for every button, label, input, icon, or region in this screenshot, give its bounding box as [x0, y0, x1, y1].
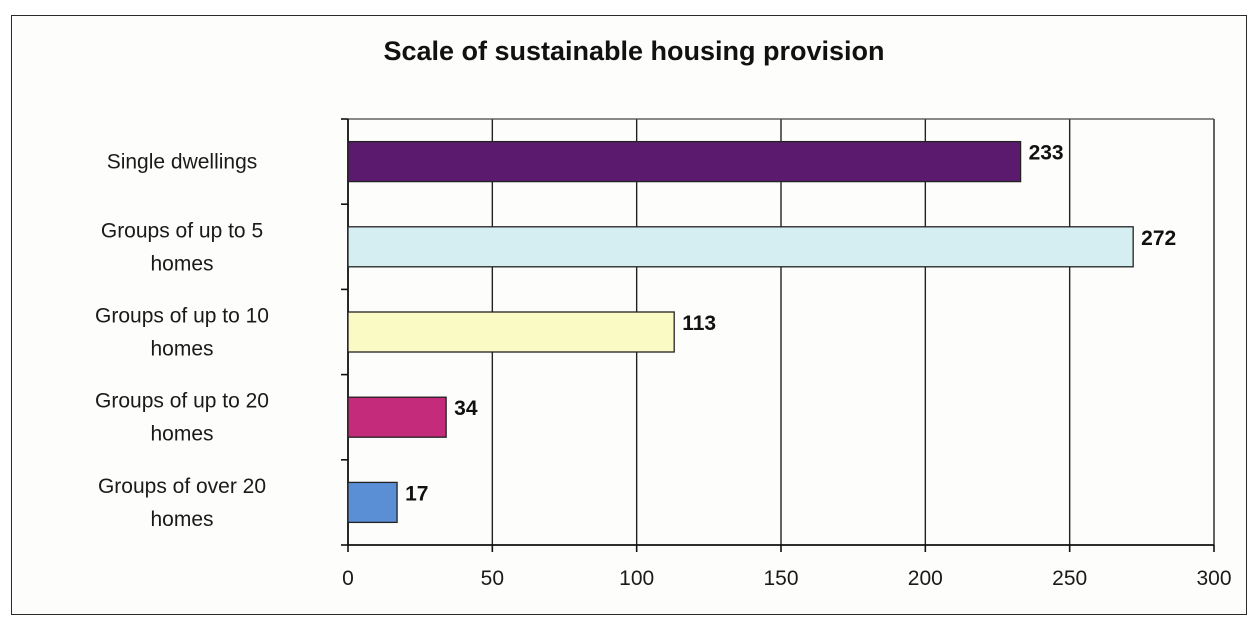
value-label-3: 34: [454, 397, 478, 420]
bar-0: [347, 140, 1022, 183]
x-tick-label-200: 200: [908, 567, 943, 590]
x-tick-label-250: 250: [1052, 567, 1087, 590]
category-label-0: Single dwellings: [107, 151, 258, 174]
category-label-3: Groups of up to 20 homes: [95, 390, 269, 446]
x-tick-label-300: 300: [1196, 567, 1231, 590]
x-tick-label-0: 0: [342, 567, 354, 590]
bar-4: [347, 481, 398, 524]
category-label-1: Groups of up to 5 homes: [101, 219, 263, 275]
bar-1: [347, 226, 1134, 268]
chart-title: Scale of sustainable housing provision: [383, 36, 885, 66]
value-label-2: 113: [682, 312, 716, 335]
value-label-1: 272: [1141, 227, 1176, 250]
x-tick-label-150: 150: [763, 567, 798, 590]
bar-3: [347, 396, 447, 438]
value-label-0: 233: [1029, 142, 1064, 165]
x-tick-label-50: 50: [481, 567, 504, 590]
value-label-4: 17: [405, 482, 428, 505]
category-label-4: Groups of over 20 homes: [98, 475, 266, 531]
bar-2: [347, 311, 675, 353]
x-tick-label-100: 100: [619, 567, 654, 590]
category-label-2: Groups of up to 10 homes: [95, 305, 269, 361]
